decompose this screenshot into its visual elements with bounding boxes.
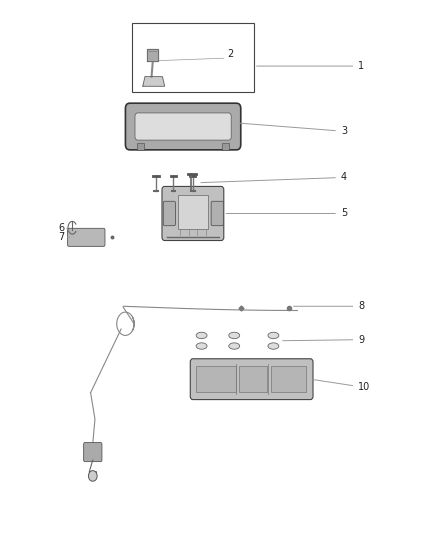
Polygon shape (143, 77, 165, 86)
Bar (178, 195, 208, 229)
Text: 9: 9 (283, 335, 364, 345)
Bar (239, 366, 267, 392)
Text: 6: 6 (58, 223, 64, 233)
Bar (196, 366, 236, 392)
Polygon shape (147, 49, 158, 61)
FancyBboxPatch shape (135, 113, 231, 140)
Text: 8: 8 (293, 301, 364, 311)
FancyBboxPatch shape (190, 359, 313, 400)
Text: 7: 7 (58, 232, 64, 243)
Ellipse shape (196, 343, 207, 349)
Circle shape (88, 471, 97, 481)
Ellipse shape (268, 343, 279, 349)
Ellipse shape (196, 332, 207, 338)
Text: 3: 3 (239, 123, 347, 136)
Bar (271, 366, 306, 392)
Text: 5: 5 (226, 208, 347, 219)
FancyBboxPatch shape (162, 187, 224, 240)
Ellipse shape (268, 332, 279, 338)
FancyBboxPatch shape (67, 228, 105, 246)
FancyBboxPatch shape (125, 103, 241, 150)
Text: 4: 4 (201, 172, 347, 183)
Text: 1: 1 (257, 61, 364, 71)
FancyBboxPatch shape (163, 201, 176, 225)
Bar (137, 143, 144, 150)
Ellipse shape (229, 343, 240, 349)
FancyBboxPatch shape (211, 201, 223, 225)
FancyBboxPatch shape (84, 442, 102, 462)
Bar (132, 22, 254, 92)
Text: 10: 10 (313, 379, 371, 392)
Text: 2: 2 (227, 50, 233, 59)
Bar (222, 143, 229, 150)
Ellipse shape (229, 332, 240, 338)
